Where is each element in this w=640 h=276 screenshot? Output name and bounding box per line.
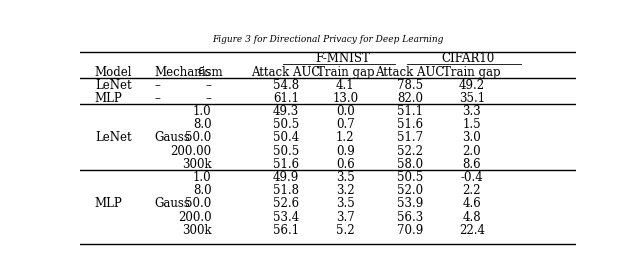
Text: 2.0: 2.0 xyxy=(463,145,481,158)
Text: 54.8: 54.8 xyxy=(273,79,299,92)
Text: 51.6: 51.6 xyxy=(273,158,299,171)
Text: –: – xyxy=(154,92,160,105)
Text: 4.6: 4.6 xyxy=(463,197,481,210)
Text: 300k: 300k xyxy=(182,158,211,171)
Text: 78.5: 78.5 xyxy=(397,79,423,92)
Text: 53.4: 53.4 xyxy=(273,211,299,224)
Text: 1.5: 1.5 xyxy=(463,118,481,131)
Text: 56.1: 56.1 xyxy=(273,224,299,237)
Text: 50.5: 50.5 xyxy=(397,171,423,184)
Text: 3.3: 3.3 xyxy=(463,105,481,118)
Text: 4.1: 4.1 xyxy=(336,79,355,92)
Text: MLP: MLP xyxy=(95,92,123,105)
Text: 61.1: 61.1 xyxy=(273,92,299,105)
Text: 200.00: 200.00 xyxy=(170,145,211,158)
Text: 3.5: 3.5 xyxy=(336,197,355,210)
Text: Gauss: Gauss xyxy=(154,197,190,210)
Text: 1.0: 1.0 xyxy=(193,105,211,118)
Text: 51.8: 51.8 xyxy=(273,184,299,197)
Text: 52.2: 52.2 xyxy=(397,145,423,158)
Text: Train gap: Train gap xyxy=(443,65,500,79)
Text: 0.7: 0.7 xyxy=(336,118,355,131)
Text: 0.0: 0.0 xyxy=(336,105,355,118)
Text: 1.2: 1.2 xyxy=(336,131,355,145)
Text: 50.0: 50.0 xyxy=(185,131,211,145)
Text: Train gap: Train gap xyxy=(317,65,374,79)
Text: 200.0: 200.0 xyxy=(178,211,211,224)
Text: -0.4: -0.4 xyxy=(460,171,483,184)
Text: 8.0: 8.0 xyxy=(193,118,211,131)
Text: MLP: MLP xyxy=(95,197,123,210)
Text: 0.6: 0.6 xyxy=(336,158,355,171)
Text: Gauss: Gauss xyxy=(154,131,190,145)
Text: 52.0: 52.0 xyxy=(397,184,423,197)
Text: Attack AUC: Attack AUC xyxy=(375,65,445,79)
Text: 2.2: 2.2 xyxy=(463,184,481,197)
Text: $\varepsilon_G$: $\varepsilon_G$ xyxy=(197,65,211,79)
Text: 13.0: 13.0 xyxy=(332,92,358,105)
Text: 50.5: 50.5 xyxy=(273,145,299,158)
Text: 51.1: 51.1 xyxy=(397,105,423,118)
Text: –: – xyxy=(205,92,211,105)
Text: 70.9: 70.9 xyxy=(397,224,423,237)
Text: –: – xyxy=(205,79,211,92)
Text: –: – xyxy=(154,79,160,92)
Text: 35.1: 35.1 xyxy=(459,92,485,105)
Text: 3.0: 3.0 xyxy=(463,131,481,145)
Text: 50.4: 50.4 xyxy=(273,131,299,145)
Text: 3.7: 3.7 xyxy=(336,211,355,224)
Text: 52.6: 52.6 xyxy=(273,197,299,210)
Text: 49.3: 49.3 xyxy=(273,105,299,118)
Text: LeNet: LeNet xyxy=(95,79,131,92)
Text: Figure 3 for Directional Privacy for Deep Learning: Figure 3 for Directional Privacy for Dee… xyxy=(212,35,444,44)
Text: 5.2: 5.2 xyxy=(336,224,355,237)
Text: 50.0: 50.0 xyxy=(185,197,211,210)
Text: 22.4: 22.4 xyxy=(459,224,485,237)
Text: 8.6: 8.6 xyxy=(463,158,481,171)
Text: Attack AUC: Attack AUC xyxy=(251,65,321,79)
Text: 49.9: 49.9 xyxy=(273,171,299,184)
Text: CIFAR10: CIFAR10 xyxy=(442,52,495,65)
Text: 3.2: 3.2 xyxy=(336,184,355,197)
Text: 53.9: 53.9 xyxy=(397,197,423,210)
Text: 51.7: 51.7 xyxy=(397,131,423,145)
Text: 49.2: 49.2 xyxy=(459,79,485,92)
Text: 82.0: 82.0 xyxy=(397,92,423,105)
Text: 56.3: 56.3 xyxy=(397,211,423,224)
Text: Model: Model xyxy=(95,65,132,79)
Text: 4.8: 4.8 xyxy=(463,211,481,224)
Text: 1.0: 1.0 xyxy=(193,171,211,184)
Text: 0.9: 0.9 xyxy=(336,145,355,158)
Text: 50.5: 50.5 xyxy=(273,118,299,131)
Text: Mechanism: Mechanism xyxy=(154,65,223,79)
Text: LeNet: LeNet xyxy=(95,131,131,145)
Text: 51.6: 51.6 xyxy=(397,118,423,131)
Text: F-MNIST: F-MNIST xyxy=(316,52,371,65)
Text: 8.0: 8.0 xyxy=(193,184,211,197)
Text: 3.5: 3.5 xyxy=(336,171,355,184)
Text: 58.0: 58.0 xyxy=(397,158,423,171)
Text: 300k: 300k xyxy=(182,224,211,237)
